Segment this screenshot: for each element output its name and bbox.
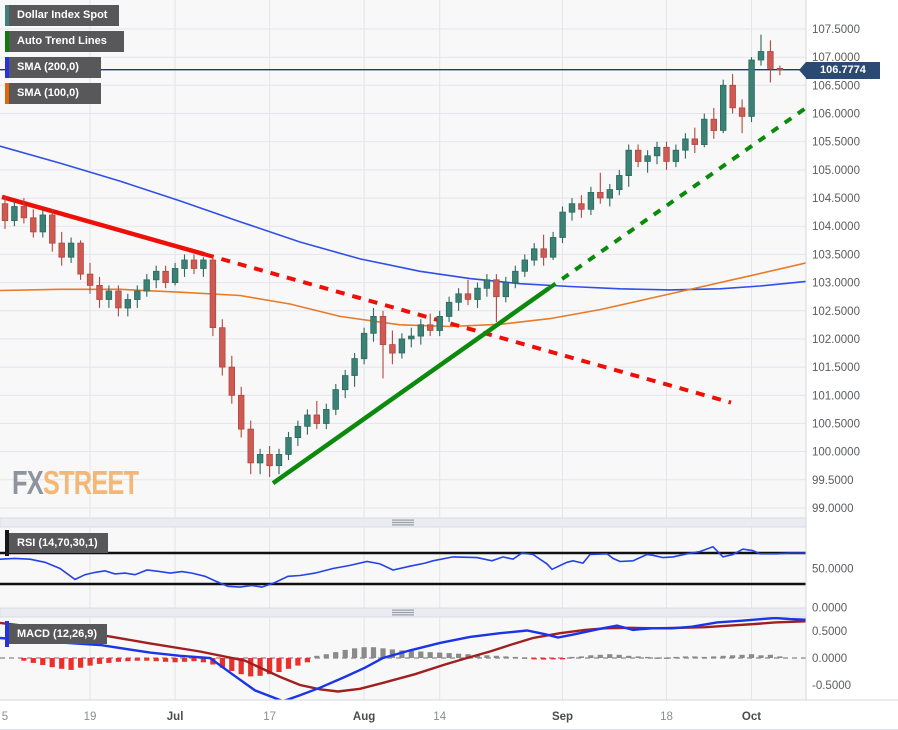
macd-panel-bg[interactable] (0, 617, 806, 700)
price-tick-label: 106.5000 (812, 80, 860, 92)
uptrend-line-solid[interactable] (271, 286, 551, 486)
price-tick-label: 99.0000 (812, 503, 854, 515)
legend-sma-200[interactable]: SMA (200,0) (5, 57, 101, 78)
price-tick-label: 104.0000 (812, 221, 860, 233)
legend-rsi[interactable]: RSI (14,70,30,1) (5, 530, 108, 556)
price-tick-label: 106.0000 (812, 109, 860, 121)
series-color-bar (5, 530, 9, 556)
series-color-bar (5, 31, 9, 52)
main-panel-bg[interactable] (0, 0, 806, 518)
date-tick-label: Aug (353, 711, 375, 723)
macd-histogram (21, 647, 783, 677)
series-color-bar (5, 621, 9, 647)
price-tick-label: 100.0000 (812, 447, 860, 459)
macd-tick-label: 0.0000 (812, 653, 847, 665)
panel-resize-handle-icon[interactable] (392, 519, 414, 526)
price-tick-label: 101.0000 (812, 390, 860, 402)
downtrend-line-dashed[interactable] (204, 252, 732, 405)
date-tick-label: Jul (167, 711, 184, 723)
price-tick-label: 105.0000 (812, 165, 860, 177)
macd-tick-label: 0.5000 (812, 626, 847, 638)
date-tick-label: Oct (742, 711, 761, 723)
downtrend-line-solid[interactable] (1, 194, 206, 257)
macd-line[interactable] (0, 617, 806, 701)
legend-auto-trend-lines[interactable]: Auto Trend Lines (5, 31, 124, 52)
candlesticks[interactable] (1, 34, 784, 477)
legend-label: Dollar Index Spot (17, 9, 108, 21)
date-tick-label: 5 (2, 711, 8, 723)
watermark-fx: FX (12, 464, 44, 502)
price-tick-label: 103.5000 (812, 249, 860, 261)
rsi-line[interactable] (0, 545, 806, 588)
series-color-bar (5, 83, 9, 104)
series-color-bar (5, 5, 9, 26)
series-color-bar (5, 57, 9, 78)
date-tick-label: 18 (660, 711, 673, 723)
price-tick-label: 101.5000 (812, 362, 860, 374)
price-axis[interactable]: 107.5000 107.0000 106.5000 106.0000 105.5000… (812, 24, 860, 692)
date-tick-label: 17 (263, 711, 276, 723)
last-price-value: 106.7774 (820, 64, 866, 76)
legend-label: SMA (200,0) (17, 61, 79, 73)
price-tick-label: 102.0000 (812, 334, 860, 346)
legend-label: Auto Trend Lines (17, 35, 107, 47)
rsi-tick-label: 50.0000 (812, 564, 854, 576)
panel-resize-handle-icon[interactable] (392, 609, 414, 616)
sma-200-line[interactable] (0, 145, 806, 291)
price-tick-label: 105.5000 (812, 137, 860, 149)
date-tick-label: 19 (84, 711, 97, 723)
rsi-tick-label: 0.0000 (812, 602, 847, 614)
legend-label: MACD (12,26,9) (17, 628, 98, 640)
fxstreet-watermark: FXSTREET (12, 464, 139, 503)
price-tick-label: 107.0000 (812, 52, 860, 64)
legend-label: RSI (14,70,30,1) (17, 537, 98, 549)
date-tick-label: 14 (433, 711, 446, 723)
legend-sma-100[interactable]: SMA (100,0) (5, 83, 101, 104)
price-tick-label: 99.5000 (812, 475, 854, 487)
price-tick-label: 107.5000 (812, 24, 860, 36)
price-tick-label: 103.0000 (812, 278, 860, 290)
price-tick-label: 100.5000 (812, 418, 860, 430)
watermark-street: STREET (42, 464, 139, 502)
legend-macd[interactable]: MACD (12,26,9) (5, 621, 108, 647)
time-axis[interactable]: 5 19 Jul 17 Aug 14 Sep 18 Oct (2, 711, 761, 723)
macd-tick-label: -0.5000 (812, 680, 851, 692)
date-tick-label: Sep (552, 711, 573, 723)
last-price-tag[interactable]: 106.7774 (799, 62, 880, 79)
price-tag-arrow-icon (799, 62, 806, 78)
price-tick-label: 104.5000 (812, 193, 860, 205)
sma-100-line[interactable] (0, 262, 806, 328)
uptrend-line-dashed[interactable] (547, 106, 806, 290)
legend-label: SMA (100,0) (17, 87, 79, 99)
legend-dollar-index-spot[interactable]: Dollar Index Spot (5, 5, 119, 26)
price-tick-label: 102.5000 (812, 306, 860, 318)
